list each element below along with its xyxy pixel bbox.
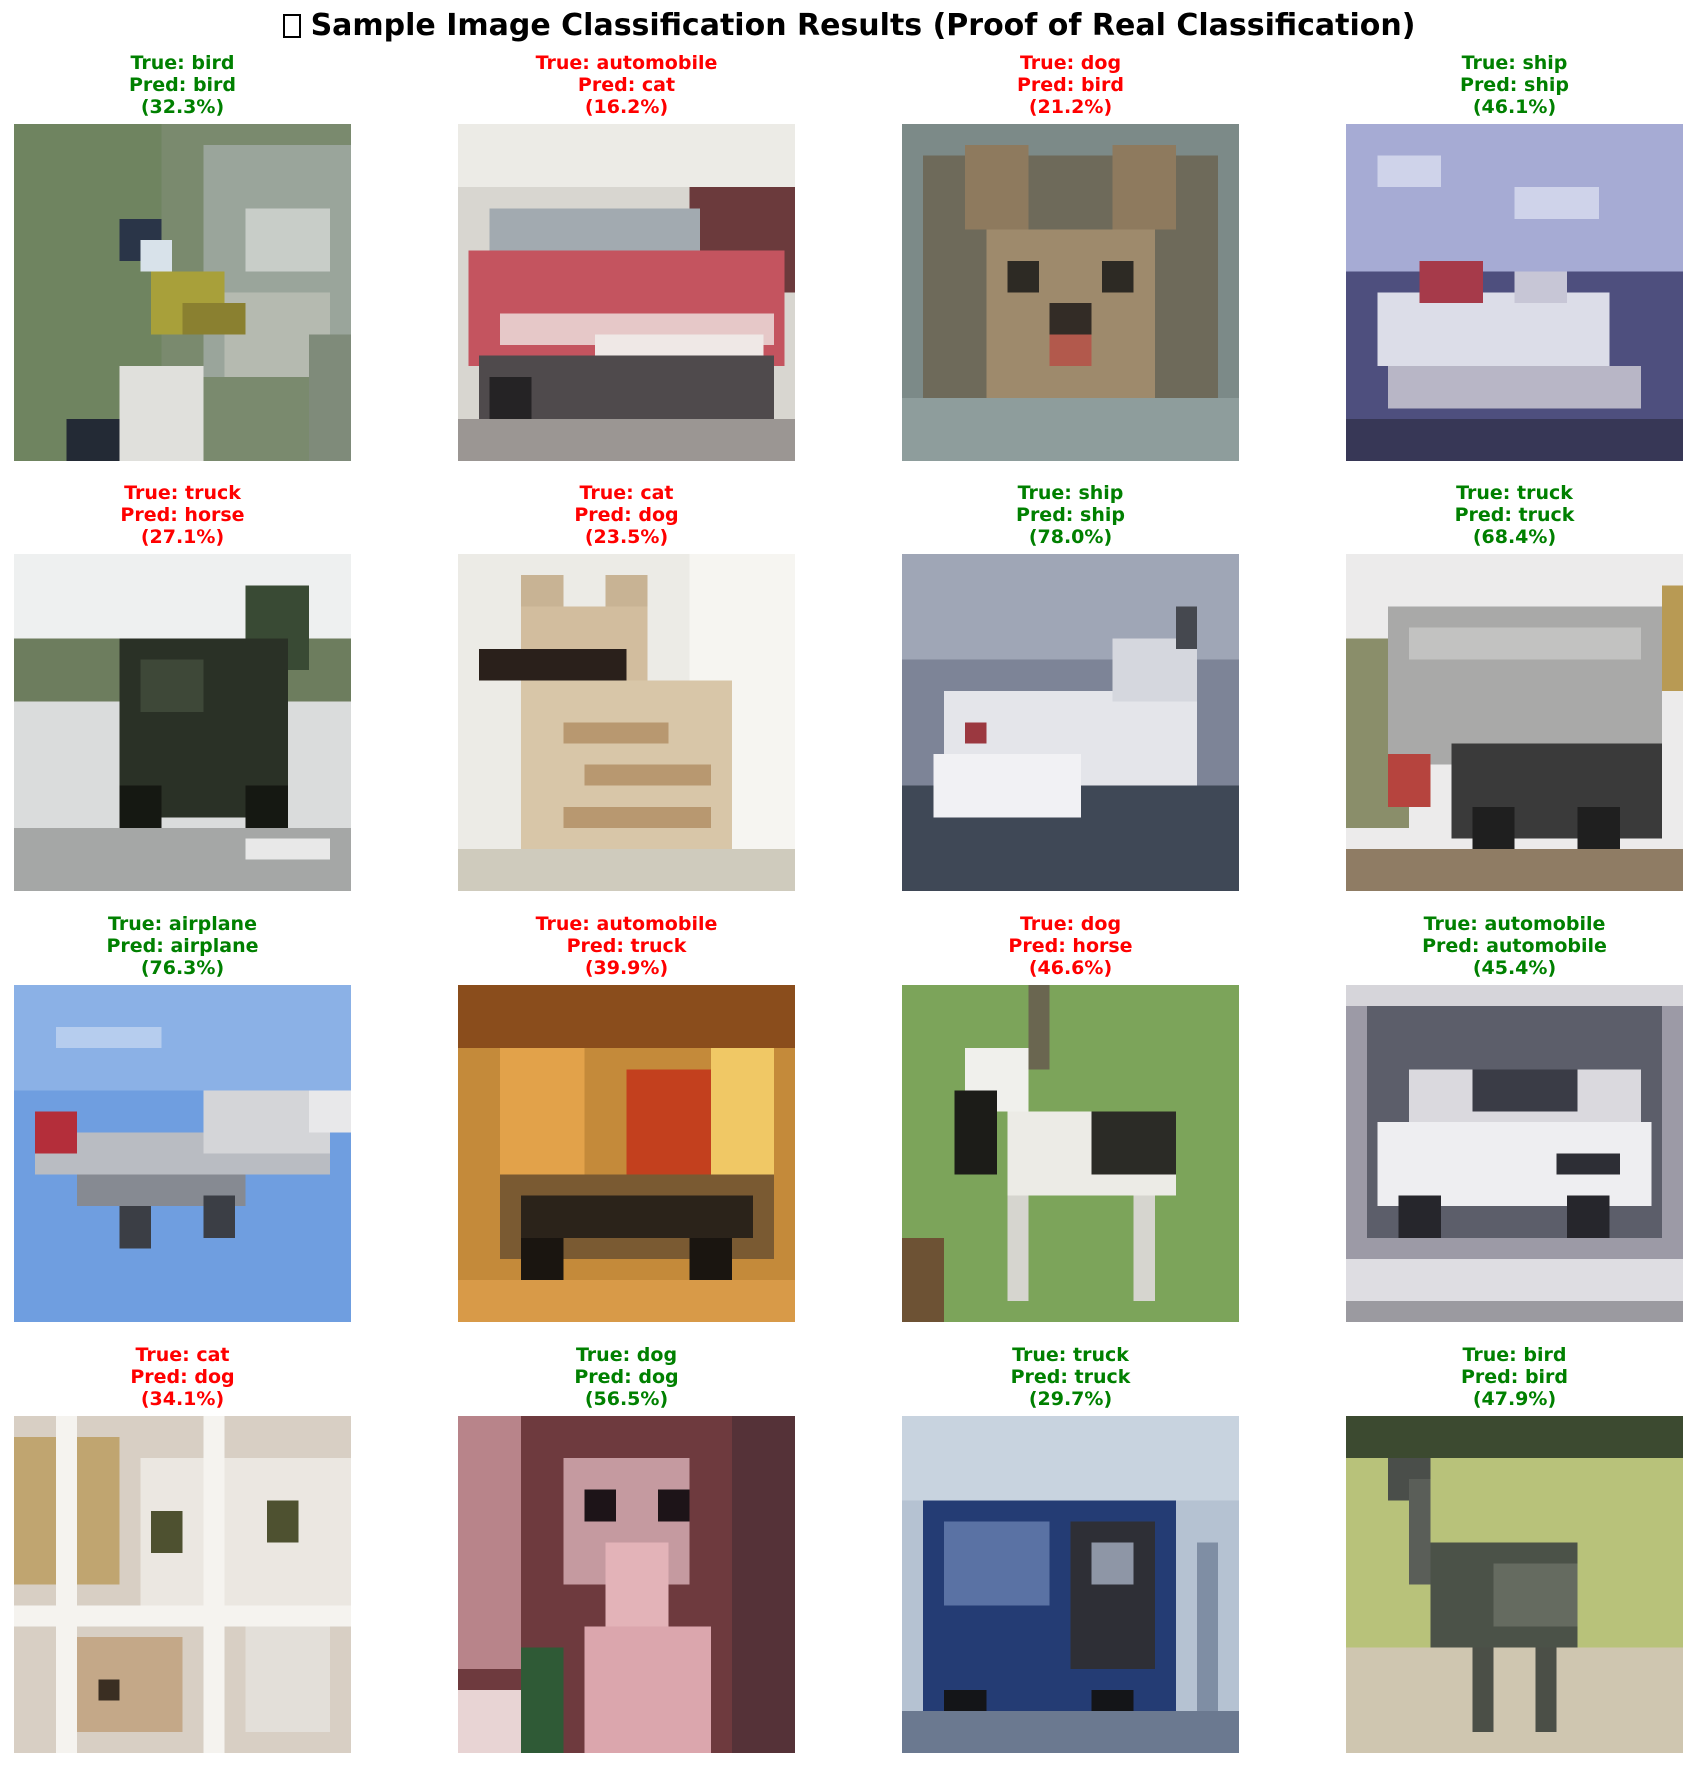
sample-image: [902, 554, 1239, 891]
confidence-label: (39.9%): [584, 957, 669, 979]
true-label: True: truck: [1012, 1344, 1129, 1366]
confidence-label: (21.2%): [1028, 96, 1113, 118]
true-label: True: ship: [1461, 52, 1568, 74]
sample-image: [902, 985, 1239, 1322]
pred-label: Pred: ship: [1460, 74, 1569, 96]
sample-image: [14, 1416, 351, 1753]
sample-panel: True: airplane Pred: airplane (76.3%): [14, 913, 351, 1322]
true-label: True: truck: [1456, 482, 1573, 504]
pred-label: Pred: bird: [1460, 1366, 1569, 1388]
sample-image: [1346, 124, 1683, 461]
true-label: True: bird: [1462, 1344, 1567, 1366]
sample-panel: True: truck Pred: horse (27.1%): [14, 482, 351, 891]
true-label: True: dog: [1019, 52, 1122, 74]
sample-panel: True: bird Pred: bird (32.3%): [14, 52, 351, 461]
sample-panel: True: bird Pred: bird (47.9%): [1346, 1344, 1683, 1753]
sample-image: [902, 124, 1239, 461]
sample-image: [458, 124, 795, 461]
sample-caption: True: automobile Pred: automobile (45.4%): [1346, 913, 1683, 979]
true-label: True: airplane: [108, 913, 257, 935]
sample-caption: True: truck Pred: truck (68.4%): [1346, 482, 1683, 548]
confidence-label: (56.5%): [584, 1388, 669, 1410]
sample-image: [902, 1416, 1239, 1753]
pred-label: Pred: automobile: [1422, 935, 1607, 957]
true-label: True: bird: [130, 52, 235, 74]
figure-title-text: Sample Image Classification Results (Pro…: [310, 8, 1416, 43]
sample-image: [14, 554, 351, 891]
sample-image: [1346, 1416, 1683, 1753]
sample-panel: True: ship Pred: ship (46.1%): [1346, 52, 1683, 461]
confidence-label: (46.6%): [1028, 957, 1113, 979]
confidence-label: (16.2%): [584, 96, 669, 118]
true-label: True: cat: [135, 1344, 230, 1366]
true-label: True: truck: [124, 482, 241, 504]
sample-caption: True: airplane Pred: airplane (76.3%): [14, 913, 351, 979]
confidence-label: (45.4%): [1472, 957, 1557, 979]
missing-glyph-icon: [282, 14, 301, 38]
pred-label: Pred: horse: [1008, 935, 1133, 957]
confidence-label: (68.4%): [1472, 526, 1557, 548]
sample-caption: True: ship Pred: ship (46.1%): [1346, 52, 1683, 118]
sample-panel: True: automobile Pred: automobile (45.4%): [1346, 913, 1683, 1322]
sample-panel: True: automobile Pred: truck (39.9%): [458, 913, 795, 1322]
sample-image: [1346, 554, 1683, 891]
sample-panel: True: ship Pred: ship (78.0%): [902, 482, 1239, 891]
sample-caption: True: truck Pred: truck (29.7%): [902, 1344, 1239, 1410]
confidence-label: (32.3%): [140, 96, 225, 118]
pred-label: Pred: truck: [566, 935, 687, 957]
true-label: True: dog: [575, 1344, 678, 1366]
confidence-label: (27.1%): [140, 526, 225, 548]
sample-caption: True: bird Pred: bird (47.9%): [1346, 1344, 1683, 1410]
confidence-label: (29.7%): [1028, 1388, 1113, 1410]
sample-caption: True: cat Pred: dog (23.5%): [458, 482, 795, 548]
sample-caption: True: truck Pred: horse (27.1%): [14, 482, 351, 548]
confidence-label: (78.0%): [1028, 526, 1113, 548]
pred-label: Pred: truck: [1010, 1366, 1131, 1388]
sample-caption: True: dog Pred: horse (46.6%): [902, 913, 1239, 979]
true-label: True: automobile: [535, 52, 718, 74]
confidence-label: (47.9%): [1472, 1388, 1557, 1410]
sample-caption: True: dog Pred: bird (21.2%): [902, 52, 1239, 118]
pred-label: Pred: dog: [574, 1366, 679, 1388]
true-label: True: ship: [1017, 482, 1124, 504]
confidence-label: (23.5%): [584, 526, 669, 548]
sample-caption: True: cat Pred: dog (34.1%): [14, 1344, 351, 1410]
pred-label: Pred: bird: [128, 74, 237, 96]
sample-image: [1346, 985, 1683, 1322]
pred-label: Pred: dog: [574, 504, 679, 526]
true-label: True: dog: [1019, 913, 1122, 935]
true-label: True: automobile: [535, 913, 718, 935]
true-label: True: automobile: [1423, 913, 1606, 935]
sample-caption: True: automobile Pred: truck (39.9%): [458, 913, 795, 979]
confidence-label: (76.3%): [140, 957, 225, 979]
sample-caption: True: automobile Pred: cat (16.2%): [458, 52, 795, 118]
sample-caption: True: bird Pred: bird (32.3%): [14, 52, 351, 118]
sample-panel: True: dog Pred: horse (46.6%): [902, 913, 1239, 1322]
sample-panel: True: truck Pred: truck (68.4%): [1346, 482, 1683, 891]
confidence-label: (46.1%): [1472, 96, 1557, 118]
pred-label: Pred: cat: [577, 74, 676, 96]
pred-label: Pred: bird: [1016, 74, 1125, 96]
sample-panel: True: cat Pred: dog (34.1%): [14, 1344, 351, 1753]
sample-panel: True: dog Pred: bird (21.2%): [902, 52, 1239, 461]
sample-panel: True: automobile Pred: cat (16.2%): [458, 52, 795, 461]
sample-image: [458, 985, 795, 1322]
sample-panel: True: truck Pred: truck (29.7%): [902, 1344, 1239, 1753]
sample-image: [14, 985, 351, 1322]
sample-image: [14, 124, 351, 461]
pred-label: Pred: airplane: [106, 935, 259, 957]
pred-label: Pred: ship: [1016, 504, 1125, 526]
pred-label: Pred: horse: [120, 504, 245, 526]
sample-caption: True: dog Pred: dog (56.5%): [458, 1344, 795, 1410]
sample-panel: True: dog Pred: dog (56.5%): [458, 1344, 795, 1753]
sample-image: [458, 1416, 795, 1753]
true-label: True: cat: [579, 482, 674, 504]
confidence-label: (34.1%): [140, 1388, 225, 1410]
sample-image: [458, 554, 795, 891]
sample-caption: True: ship Pred: ship (78.0%): [902, 482, 1239, 548]
pred-label: Pred: truck: [1454, 504, 1575, 526]
figure-title: Sample Image Classification Results (Pro…: [0, 8, 1698, 43]
pred-label: Pred: dog: [130, 1366, 235, 1388]
sample-panel: True: cat Pred: dog (23.5%): [458, 482, 795, 891]
